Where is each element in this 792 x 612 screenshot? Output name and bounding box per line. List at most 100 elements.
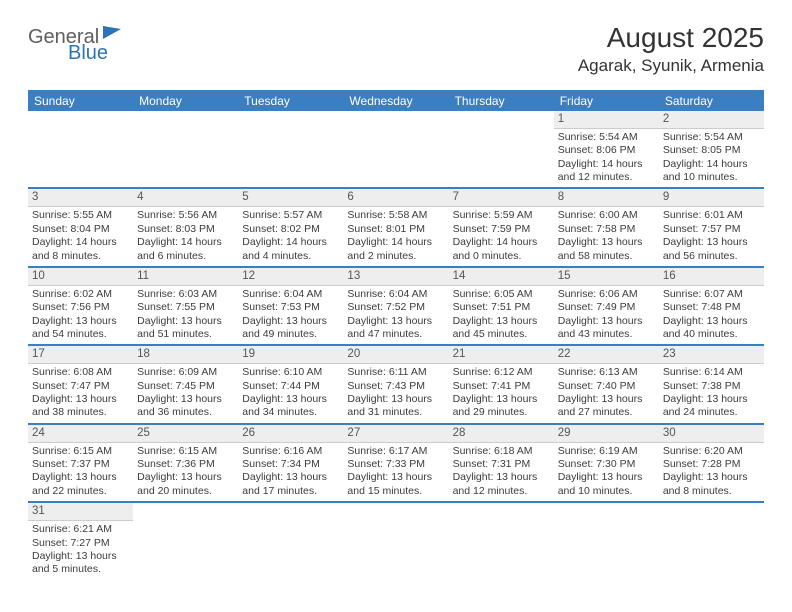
sunrise-text: Sunrise: 6:05 AM — [453, 288, 550, 301]
sunrise-text: Sunrise: 6:07 AM — [663, 288, 760, 301]
weekday-header: Monday — [133, 90, 238, 111]
daylight-text: and 12 minutes. — [558, 171, 655, 184]
daylight-text: Daylight: 13 hours — [558, 315, 655, 328]
sunset-text: Sunset: 7:52 PM — [347, 301, 444, 314]
sunset-text: Sunset: 7:57 PM — [663, 223, 760, 236]
daylight-text: and 40 minutes. — [663, 328, 760, 341]
daylight-text: and 10 minutes. — [663, 171, 760, 184]
day-number: 29 — [554, 425, 659, 443]
daylight-text: and 6 minutes. — [137, 250, 234, 263]
sunset-text: Sunset: 7:56 PM — [32, 301, 129, 314]
calendar-cell: 29Sunrise: 6:19 AMSunset: 7:30 PMDayligh… — [554, 424, 659, 502]
day-number: 24 — [28, 425, 133, 443]
sunset-text: Sunset: 7:33 PM — [347, 458, 444, 471]
sunrise-text: Sunrise: 5:59 AM — [453, 209, 550, 222]
calendar-cell: 27Sunrise: 6:17 AMSunset: 7:33 PMDayligh… — [343, 424, 448, 502]
day-number: 30 — [659, 425, 764, 443]
daylight-text: Daylight: 13 hours — [32, 471, 129, 484]
day-number: 14 — [449, 268, 554, 286]
daylight-text: Daylight: 13 hours — [32, 315, 129, 328]
sunset-text: Sunset: 7:27 PM — [32, 537, 129, 550]
day-number: 18 — [133, 346, 238, 364]
sunrise-text: Sunrise: 6:09 AM — [137, 366, 234, 379]
sunrise-text: Sunrise: 6:08 AM — [32, 366, 129, 379]
daylight-text: Daylight: 13 hours — [347, 393, 444, 406]
daylight-text: Daylight: 13 hours — [347, 471, 444, 484]
calendar-cell: 23Sunrise: 6:14 AMSunset: 7:38 PMDayligh… — [659, 345, 764, 423]
calendar-cell: 19Sunrise: 6:10 AMSunset: 7:44 PMDayligh… — [238, 345, 343, 423]
calendar-cell: 21Sunrise: 6:12 AMSunset: 7:41 PMDayligh… — [449, 345, 554, 423]
sunset-text: Sunset: 7:40 PM — [558, 380, 655, 393]
day-number: 8 — [554, 189, 659, 207]
daylight-text: Daylight: 14 hours — [347, 236, 444, 249]
calendar-cell: 26Sunrise: 6:16 AMSunset: 7:34 PMDayligh… — [238, 424, 343, 502]
calendar-cell: 12Sunrise: 6:04 AMSunset: 7:53 PMDayligh… — [238, 267, 343, 345]
day-number: 28 — [449, 425, 554, 443]
sunrise-text: Sunrise: 6:21 AM — [32, 523, 129, 536]
calendar-cell-empty — [133, 111, 238, 188]
daylight-text: and 12 minutes. — [453, 485, 550, 498]
calendar-cell: 22Sunrise: 6:13 AMSunset: 7:40 PMDayligh… — [554, 345, 659, 423]
sunrise-text: Sunrise: 6:19 AM — [558, 445, 655, 458]
sunset-text: Sunset: 8:05 PM — [663, 144, 760, 157]
calendar-row: 24Sunrise: 6:15 AMSunset: 7:37 PMDayligh… — [28, 424, 764, 502]
daylight-text: Daylight: 14 hours — [453, 236, 550, 249]
weekday-header: Saturday — [659, 90, 764, 111]
daylight-text: Daylight: 13 hours — [663, 315, 760, 328]
sunrise-text: Sunrise: 6:10 AM — [242, 366, 339, 379]
calendar-row: 3Sunrise: 5:55 AMSunset: 8:04 PMDaylight… — [28, 188, 764, 266]
daylight-text: and 22 minutes. — [32, 485, 129, 498]
daylight-text: and 56 minutes. — [663, 250, 760, 263]
day-number: 2 — [659, 111, 764, 129]
calendar-cell: 13Sunrise: 6:04 AMSunset: 7:52 PMDayligh… — [343, 267, 448, 345]
daylight-text: and 20 minutes. — [137, 485, 234, 498]
daylight-text: and 51 minutes. — [137, 328, 234, 341]
sunrise-text: Sunrise: 5:56 AM — [137, 209, 234, 222]
day-number: 15 — [554, 268, 659, 286]
sunset-text: Sunset: 8:06 PM — [558, 144, 655, 157]
daylight-text: and 24 minutes. — [663, 406, 760, 419]
sunset-text: Sunset: 7:34 PM — [242, 458, 339, 471]
calendar-row: 10Sunrise: 6:02 AMSunset: 7:56 PMDayligh… — [28, 267, 764, 345]
sunset-text: Sunset: 7:30 PM — [558, 458, 655, 471]
day-number: 20 — [343, 346, 448, 364]
daylight-text: and 36 minutes. — [137, 406, 234, 419]
daylight-text: Daylight: 13 hours — [347, 315, 444, 328]
calendar-cell-empty — [449, 111, 554, 188]
calendar-cell: 14Sunrise: 6:05 AMSunset: 7:51 PMDayligh… — [449, 267, 554, 345]
sunset-text: Sunset: 7:38 PM — [663, 380, 760, 393]
day-number: 21 — [449, 346, 554, 364]
daylight-text: Daylight: 13 hours — [558, 236, 655, 249]
calendar-cell: 11Sunrise: 6:03 AMSunset: 7:55 PMDayligh… — [133, 267, 238, 345]
calendar-cell-empty — [238, 111, 343, 188]
sunset-text: Sunset: 7:36 PM — [137, 458, 234, 471]
weekday-header: Sunday — [28, 90, 133, 111]
day-number: 3 — [28, 189, 133, 207]
calendar-cell: 4Sunrise: 5:56 AMSunset: 8:03 PMDaylight… — [133, 188, 238, 266]
daylight-text: and 5 minutes. — [32, 563, 129, 576]
calendar-cell: 28Sunrise: 6:18 AMSunset: 7:31 PMDayligh… — [449, 424, 554, 502]
calendar-cell-empty — [554, 502, 659, 579]
sunset-text: Sunset: 7:28 PM — [663, 458, 760, 471]
calendar-cell-empty — [343, 502, 448, 579]
daylight-text: and 15 minutes. — [347, 485, 444, 498]
day-number: 10 — [28, 268, 133, 286]
day-number: 1 — [554, 111, 659, 129]
sunrise-text: Sunrise: 6:15 AM — [137, 445, 234, 458]
calendar-cell: 15Sunrise: 6:06 AMSunset: 7:49 PMDayligh… — [554, 267, 659, 345]
daylight-text: and 29 minutes. — [453, 406, 550, 419]
day-number: 27 — [343, 425, 448, 443]
sunset-text: Sunset: 7:47 PM — [32, 380, 129, 393]
daylight-text: Daylight: 13 hours — [242, 393, 339, 406]
sunset-text: Sunset: 8:01 PM — [347, 223, 444, 236]
sunset-text: Sunset: 7:55 PM — [137, 301, 234, 314]
weekday-header: Friday — [554, 90, 659, 111]
daylight-text: and 34 minutes. — [242, 406, 339, 419]
sunrise-text: Sunrise: 6:06 AM — [558, 288, 655, 301]
logo-text-blue: Blue — [68, 42, 108, 64]
calendar-cell-empty — [343, 111, 448, 188]
sunrise-text: Sunrise: 6:20 AM — [663, 445, 760, 458]
month-year: August 2025 — [578, 22, 764, 54]
day-number: 7 — [449, 189, 554, 207]
daylight-text: and 47 minutes. — [347, 328, 444, 341]
